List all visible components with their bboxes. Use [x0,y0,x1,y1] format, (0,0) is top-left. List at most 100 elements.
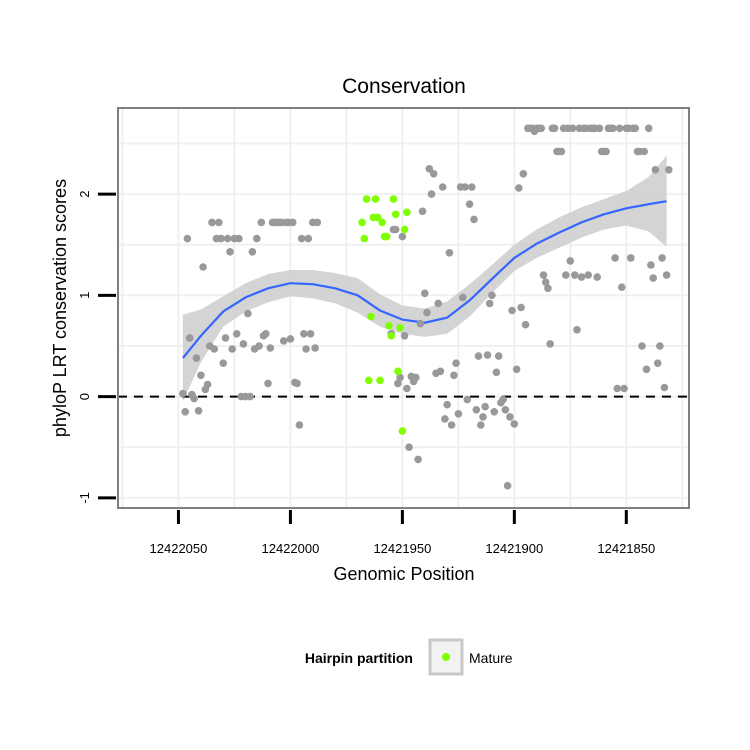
point-other [306,330,315,338]
point-other [501,406,510,414]
point-other [494,352,503,360]
point-other [660,383,669,392]
point-other [503,481,512,490]
point-other [470,215,478,224]
point-other [611,254,619,262]
point-other [544,284,552,293]
point-mature [391,210,400,219]
point-other [640,147,648,156]
point-other [304,234,313,243]
point-other [203,380,212,389]
point-other [602,147,610,156]
point-mature [389,195,398,203]
point-other [508,306,516,315]
point-other [618,283,626,292]
point-other [286,335,295,343]
point-other [262,330,270,338]
point-other [593,273,601,281]
x-tick-label: 12422000 [261,541,319,556]
x-tick-label: 12421850 [597,541,655,556]
point-other [297,234,306,243]
point-other [488,291,496,300]
legend-key-mature-dot [442,653,450,661]
point-mature [362,195,371,203]
point-other [615,124,624,133]
legend-key-box [428,638,464,676]
point-mature [358,218,366,227]
point-other [217,234,225,243]
point-other [429,170,438,178]
point-other [481,402,490,411]
point-other [492,368,501,377]
point-other [248,248,257,256]
point-other [400,332,409,340]
point-other [199,263,207,271]
point-other [215,218,223,227]
point-other [571,271,579,279]
point-other [653,359,662,368]
y-tick-label: -1 [77,492,92,504]
x-axis-title: Genomic Position [333,564,474,584]
point-other [512,365,521,374]
point-other [425,165,434,173]
x-tick-label: 12421950 [373,541,431,556]
point-other [465,200,474,208]
point-other [550,124,559,133]
point-other [246,392,254,401]
point-other [244,309,252,318]
point-other [210,345,219,353]
point-other [647,261,655,269]
point-other [595,124,604,133]
point-other [454,410,463,418]
point-other [506,413,514,421]
y-tick-label: 1 [77,292,92,299]
point-other [461,183,469,191]
point-other [223,234,232,243]
smooth-trend-line [182,200,667,359]
point-mature [403,208,411,217]
y-tick-label: 2 [77,190,92,197]
point-other [302,345,310,353]
point-other [221,334,230,342]
point-other [472,406,481,414]
point-other [642,365,651,374]
point-other [539,271,548,279]
point-mature [360,234,369,243]
point-other [398,232,407,241]
point-mature [378,218,387,227]
point-other [656,342,664,350]
point-other [252,234,261,243]
legend-title: Hairpin partition [305,650,413,666]
point-other [649,274,657,282]
point-other [414,455,422,464]
point-other [266,344,275,352]
point-other [638,342,646,350]
y-tick-label: 0 [77,393,92,400]
chart-title: Conservation [342,75,466,98]
point-other [255,342,263,350]
point-mature [387,332,396,340]
point-other [479,413,487,421]
point-other [197,371,205,380]
point-mature [376,376,384,385]
y-axis-title: phyloP LRT conservation scores [50,179,70,437]
point-other [190,394,198,403]
point-other [568,124,577,133]
point-other [416,319,425,328]
point-mature [367,312,375,321]
point-other [445,249,454,257]
point-other [313,218,322,227]
point-other [293,379,301,388]
data-points [179,124,673,490]
x-tick-label: 12422050 [150,541,208,556]
confidence-band-layer [182,155,667,402]
point-other [627,254,635,262]
point-other [181,408,189,416]
grid-lines [118,108,689,508]
point-other [474,352,483,360]
point-other [515,184,523,192]
point-other [450,371,458,380]
point-other [485,299,494,308]
point-other [658,254,666,262]
